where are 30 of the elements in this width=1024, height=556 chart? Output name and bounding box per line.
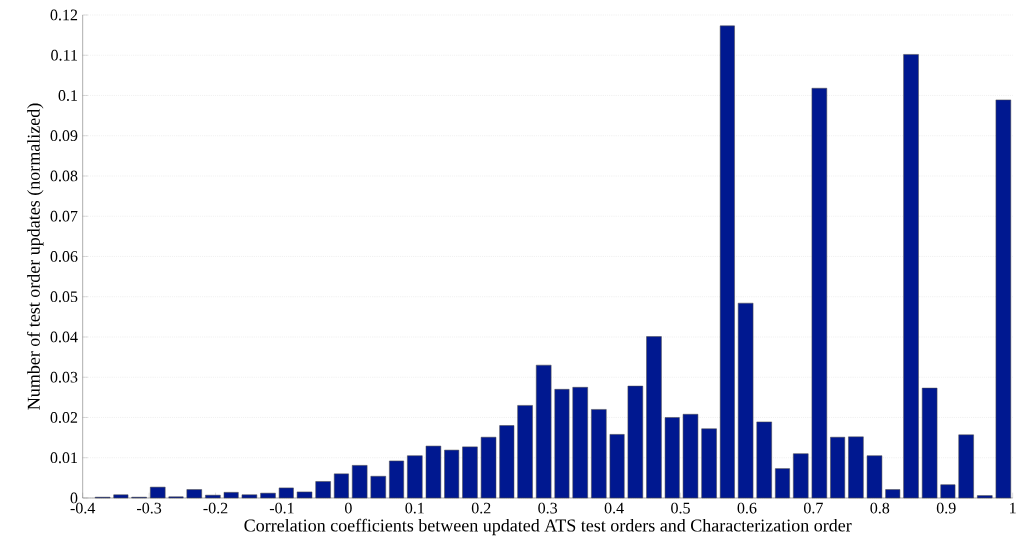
- x-tick-label: 0.3: [538, 502, 558, 514]
- y-tick-label: 0.09: [50, 130, 78, 142]
- x-tick-label: 0.1: [405, 502, 424, 514]
- x-tick-label: 0.8: [870, 502, 890, 514]
- x-tick-label: -0.1: [269, 502, 294, 514]
- y-tick-label: 0: [70, 492, 78, 504]
- y-tick-label: 0.04: [50, 331, 78, 343]
- y-tick-label: 0.06: [50, 251, 78, 262]
- y-tick-label: 0.08: [50, 170, 78, 182]
- x-axis-title: Correlation coefficients between updated ATS test orders and Characterization order: [244, 518, 852, 536]
- y-tick-label: 0.1: [58, 90, 78, 101]
- x-tick-label: 0.9: [936, 502, 956, 514]
- y-tick-label: 0.05: [50, 291, 78, 303]
- x-tick-label: -0.3: [137, 502, 162, 514]
- x-tick-label: 0.5: [671, 502, 690, 514]
- x-tick-label: 1: [1010, 502, 1016, 514]
- y-tick-label: 0.01: [50, 452, 78, 464]
- x-tick-label: 0.6: [737, 502, 757, 514]
- y-axis-title: Number of test order updates (normalized): [26, 103, 44, 410]
- y-tick-label: 0.03: [50, 371, 78, 383]
- y-tick-label: 0.02: [50, 412, 78, 423]
- y-tick-label: 0.07: [50, 210, 78, 222]
- y-tick-label: 0.12: [50, 9, 78, 21]
- x-tick-label: 0.4: [604, 502, 624, 514]
- x-tick-label: -0.2: [203, 502, 228, 514]
- x-tick-label: 0.2: [471, 502, 491, 514]
- x-tick-label: 0.7: [803, 502, 823, 514]
- x-tick-label: 0: [344, 502, 352, 514]
- x-tick-label: -0.4: [70, 502, 96, 514]
- y-tick-label: 0.11: [51, 49, 78, 61]
